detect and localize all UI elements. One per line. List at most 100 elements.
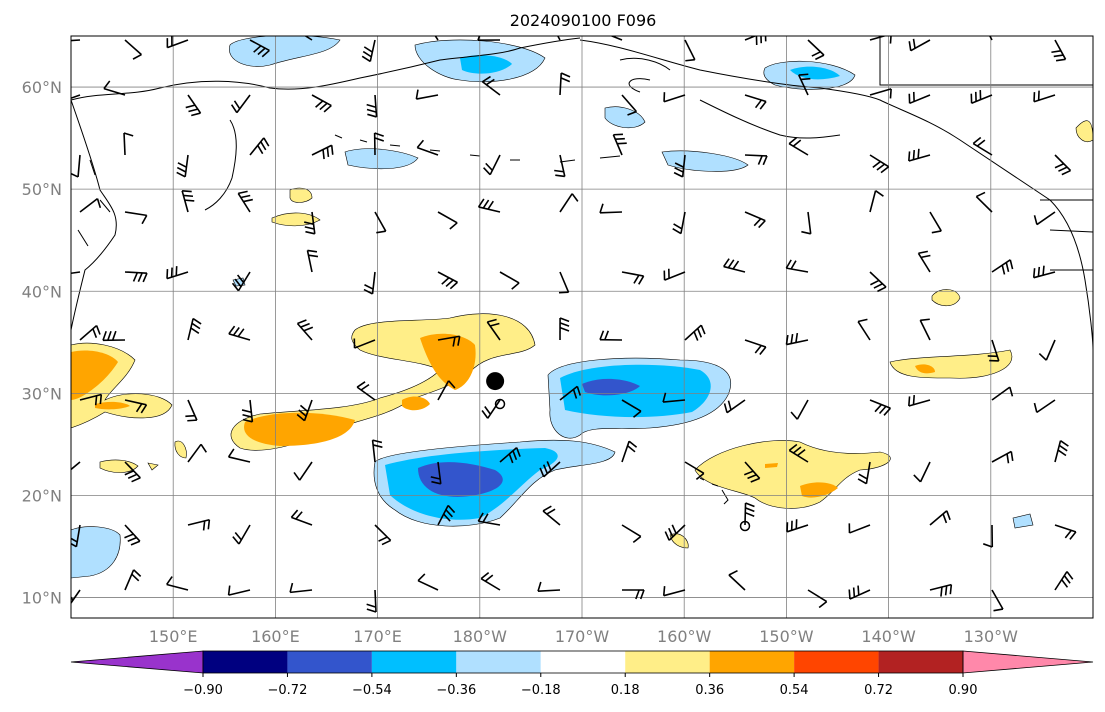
- map-frame: [70, 35, 1094, 619]
- wind-barb: [684, 324, 706, 341]
- colorbar-tick-label: −0.90: [183, 683, 223, 698]
- wind-barb: [663, 92, 686, 103]
- wind-barb: [987, 339, 1000, 362]
- wind-barb: [124, 39, 142, 60]
- wind-barb: [975, 191, 993, 213]
- wind-barb: [187, 443, 208, 463]
- wind-barb: [1054, 524, 1077, 540]
- wind-barb: [1033, 211, 1056, 226]
- colorbar-segment: [371, 651, 457, 673]
- colorbar-segment: [287, 651, 372, 673]
- hawaii-islands: [699, 477, 729, 505]
- wind-barb: [415, 89, 439, 100]
- wind-barb: [293, 461, 313, 481]
- wind-barb: [499, 271, 520, 290]
- wind-barb: [356, 381, 376, 401]
- wind-barb: [1033, 90, 1056, 103]
- wind-barb: [913, 461, 931, 483]
- lat-tick-label: 20°N: [22, 486, 62, 505]
- wind-barb: [249, 39, 270, 58]
- wind-barb: [187, 317, 202, 341]
- wind-barb: [181, 189, 195, 213]
- wind-barb: [559, 72, 571, 96]
- wind-barb: [788, 443, 809, 463]
- wind-barb: [166, 36, 189, 49]
- wind-barb: [672, 211, 686, 235]
- wind-barb: [970, 90, 993, 104]
- colorbar-tick-label: 0.54: [780, 683, 809, 698]
- wind-barb: [249, 137, 270, 156]
- wind-barb: [869, 399, 892, 416]
- wind-barb: [558, 271, 570, 294]
- wind-barb: [929, 211, 942, 234]
- wind-barb: [599, 330, 623, 341]
- wind-barb: [744, 154, 768, 166]
- wind-barb: [481, 399, 501, 419]
- wind-barb: [785, 259, 809, 273]
- colorbar-segment: [625, 651, 710, 673]
- wind-barb: [187, 518, 211, 531]
- lon-tick-label: 160°W: [657, 627, 712, 646]
- wind-barb: [929, 510, 951, 526]
- colorbar-tick-label: −0.72: [268, 683, 308, 698]
- wind-barb: [437, 211, 458, 230]
- wind-barb: [1054, 154, 1072, 176]
- wind-barb: [790, 399, 809, 420]
- colorbar-segment: [878, 651, 963, 673]
- wind-barb: [559, 193, 579, 213]
- latitude-labels: 60°N 50°N 40°N 30°N 20°N 10°N: [22, 78, 62, 608]
- lat-tick-label: 40°N: [22, 282, 62, 301]
- wind-barb: [232, 524, 251, 545]
- wind-barb: [79, 393, 103, 406]
- wind-barb: [554, 154, 566, 178]
- colorbar-labels: −0.90 −0.72 −0.54 −0.36 −0.18 0.18 0.36 0.54 0.7…: [183, 673, 977, 698]
- wind-barb: [481, 75, 501, 96]
- wind-barb: [908, 38, 931, 52]
- wind-barb: [296, 319, 314, 341]
- wind-barb: [430, 461, 442, 485]
- wind-barb: [857, 461, 871, 485]
- wind-barb: [537, 581, 561, 592]
- longitude-labels: 150°E 160°E 170°E 180°W 170°W 160°W 150°W 140°W…: [149, 627, 1018, 646]
- lon-tick-label: 150°W: [759, 627, 814, 646]
- wind-barb: [371, 439, 383, 463]
- lat-tick-label: 60°N: [22, 78, 62, 97]
- wind-barb: [237, 190, 253, 213]
- wind-barb: [848, 523, 871, 534]
- wind-barb: [991, 259, 1014, 275]
- wind-barb: [917, 250, 931, 273]
- lon-tick-label: 170°E: [353, 627, 402, 646]
- wind-barb: [728, 569, 746, 591]
- wind-barb: [621, 94, 638, 116]
- wind-barb: [124, 461, 141, 483]
- wind-barb: [477, 512, 501, 526]
- wind-barb: [542, 505, 561, 526]
- wind-barb: [231, 271, 251, 292]
- wind-barb: [304, 36, 313, 41]
- wind-barb: [869, 190, 884, 213]
- wind-barb: [744, 94, 767, 110]
- wind-barb: [869, 36, 892, 44]
- colorbar-tick-label: −0.18: [521, 683, 561, 698]
- wind-barb: [185, 94, 202, 117]
- wind-barb: [664, 524, 686, 541]
- wind-barb: [241, 399, 254, 423]
- wind-barb: [417, 573, 439, 591]
- wind-barb: [416, 139, 439, 156]
- lon-tick-label: 160°E: [251, 627, 300, 646]
- wind-barb: [124, 211, 148, 225]
- wind-barb: [988, 36, 993, 41]
- wind-barb: [908, 148, 931, 162]
- wind-barb: [662, 586, 686, 597]
- wind-barb: [991, 450, 1014, 464]
- wind-barb: [991, 589, 1004, 612]
- wind-barb: [71, 94, 81, 100]
- wind-barb: [306, 249, 319, 273]
- wind-barb: [621, 399, 642, 418]
- wind-barb: [662, 392, 686, 403]
- wind-barb: [363, 271, 376, 295]
- wind-barb: [124, 271, 148, 283]
- wind-barb: [744, 36, 767, 46]
- wind-barb: [723, 399, 746, 414]
